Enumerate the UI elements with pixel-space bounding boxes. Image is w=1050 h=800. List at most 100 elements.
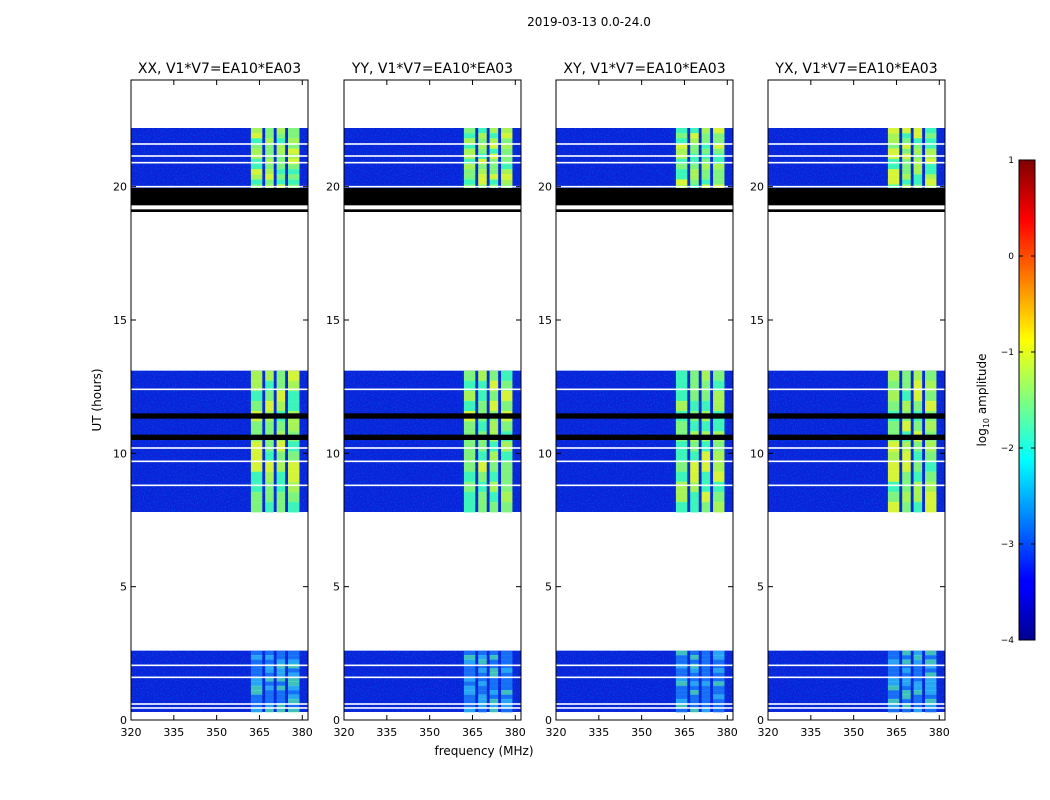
- figure-suptitle: 2019-03-13 0.0-24.0: [527, 15, 651, 29]
- rfi-cell: [902, 698, 911, 704]
- rfi-cell: [288, 158, 300, 165]
- rfi-cell: [675, 650, 688, 656]
- rfi-cell: [913, 370, 923, 382]
- colorbar-gradient: [1018, 159, 1036, 641]
- rfi-cell: [501, 169, 513, 175]
- rfi-cell: [887, 685, 900, 691]
- rfi-cell: [701, 681, 711, 687]
- rfi-cell: [478, 164, 487, 170]
- y-tick-label: 0: [120, 714, 127, 727]
- rfi-cell: [489, 461, 499, 473]
- rfi-cell: [675, 481, 688, 493]
- rfi-cell: [913, 441, 923, 452]
- rfi-cell: [501, 685, 513, 691]
- rfi-cell: [690, 663, 699, 669]
- rfi-cell: [887, 138, 900, 144]
- rfi-cell: [690, 685, 699, 691]
- gap-line-5: [768, 460, 945, 463]
- rfi-cell: [478, 694, 487, 700]
- rfi-cell: [925, 698, 937, 704]
- y-tick-label: 5: [120, 581, 127, 594]
- rfi-cell: [489, 133, 499, 139]
- rfi-cell: [288, 169, 300, 175]
- rfi-cell: [250, 659, 263, 665]
- y-tick-label: 5: [333, 581, 340, 594]
- rfi-cell: [902, 128, 911, 134]
- rfi-cell: [675, 143, 688, 150]
- rfi-cell: [501, 668, 513, 674]
- gap-line-7: [131, 388, 308, 391]
- rfi-cell: [690, 471, 699, 483]
- rfi-cell: [925, 400, 937, 412]
- rfi-cell: [675, 461, 688, 473]
- rfi-cell: [250, 461, 263, 473]
- rfi-cell: [902, 133, 911, 139]
- rfi-cell: [902, 143, 911, 150]
- x-tick-label: 320: [758, 726, 779, 739]
- rfi-cell: [288, 491, 300, 503]
- rfi-cell: [501, 451, 513, 463]
- gap-line-8: [131, 185, 308, 188]
- rfi-cell: [250, 441, 263, 452]
- rfi-cell: [887, 707, 900, 713]
- rfi-cell: [265, 169, 274, 175]
- rfi-cell: [713, 441, 725, 452]
- gap-line-8: [344, 185, 521, 188]
- gap-line-5: [556, 460, 733, 463]
- rfi-cell: [887, 681, 900, 687]
- rfi-cell: [288, 143, 300, 150]
- gap-line-7: [344, 388, 521, 391]
- rfi-cell: [501, 148, 513, 155]
- rfi-cell: [265, 174, 274, 180]
- rfi-cell: [925, 441, 937, 452]
- rfi-cell: [701, 143, 711, 150]
- rfi-cell: [265, 471, 274, 483]
- rfi-cell: [887, 481, 900, 493]
- x-tick-label: 365: [674, 726, 695, 739]
- rfi-cell: [489, 690, 499, 695]
- colorbar-label: log10 amplitude: [975, 354, 991, 447]
- rfi-cell: [925, 681, 937, 687]
- rfi-cell: [501, 471, 513, 483]
- rfi-cell: [265, 158, 274, 165]
- rfi-cell: [463, 481, 476, 493]
- y-tick-label: 5: [757, 581, 764, 594]
- rfi-cell: [489, 481, 499, 493]
- rfi-cell: [265, 400, 274, 412]
- rfi-cell: [489, 158, 499, 165]
- rfi-cell: [463, 148, 476, 155]
- rfi-cell: [288, 128, 300, 134]
- rfi-cell: [701, 672, 711, 678]
- gap-line-6: [344, 447, 521, 449]
- gap-line-3: [131, 664, 308, 667]
- y-tick-label: 10: [538, 447, 552, 460]
- colorbar: log10 amplitude 1 0 −1 −2 −3 −4: [975, 156, 1036, 646]
- rfi-cell: [701, 461, 711, 473]
- rfi-cell: [675, 158, 688, 165]
- rfi-cell: [913, 501, 923, 513]
- rfi-cell: [690, 451, 699, 463]
- rfi-cell: [463, 179, 476, 186]
- rfi-cell: [250, 681, 263, 687]
- rfi-cell: [925, 461, 937, 473]
- rfi-cell: [713, 703, 725, 709]
- gap-line-4: [556, 484, 733, 487]
- rfi-cell: [288, 707, 300, 713]
- rfi-cell: [250, 390, 263, 402]
- rfi-cell: [913, 672, 923, 678]
- rfi-cell: [250, 650, 263, 656]
- rfi-cell: [250, 703, 263, 709]
- gap-line-6: [556, 447, 733, 449]
- rfi-cell: [913, 461, 923, 473]
- rfi-cell: [913, 681, 923, 687]
- rfi-cell: [713, 390, 725, 402]
- rfi-cell: [690, 133, 699, 139]
- rfi-cell: [265, 694, 274, 700]
- gap-line-4: [344, 484, 521, 487]
- x-tick-label: 380: [717, 726, 738, 739]
- rfi-cell: [463, 672, 476, 678]
- rfi-cell: [463, 694, 476, 700]
- x-tick-label: 365: [249, 726, 270, 739]
- rfi-cell: [250, 164, 263, 170]
- rfi-cell: [265, 370, 274, 382]
